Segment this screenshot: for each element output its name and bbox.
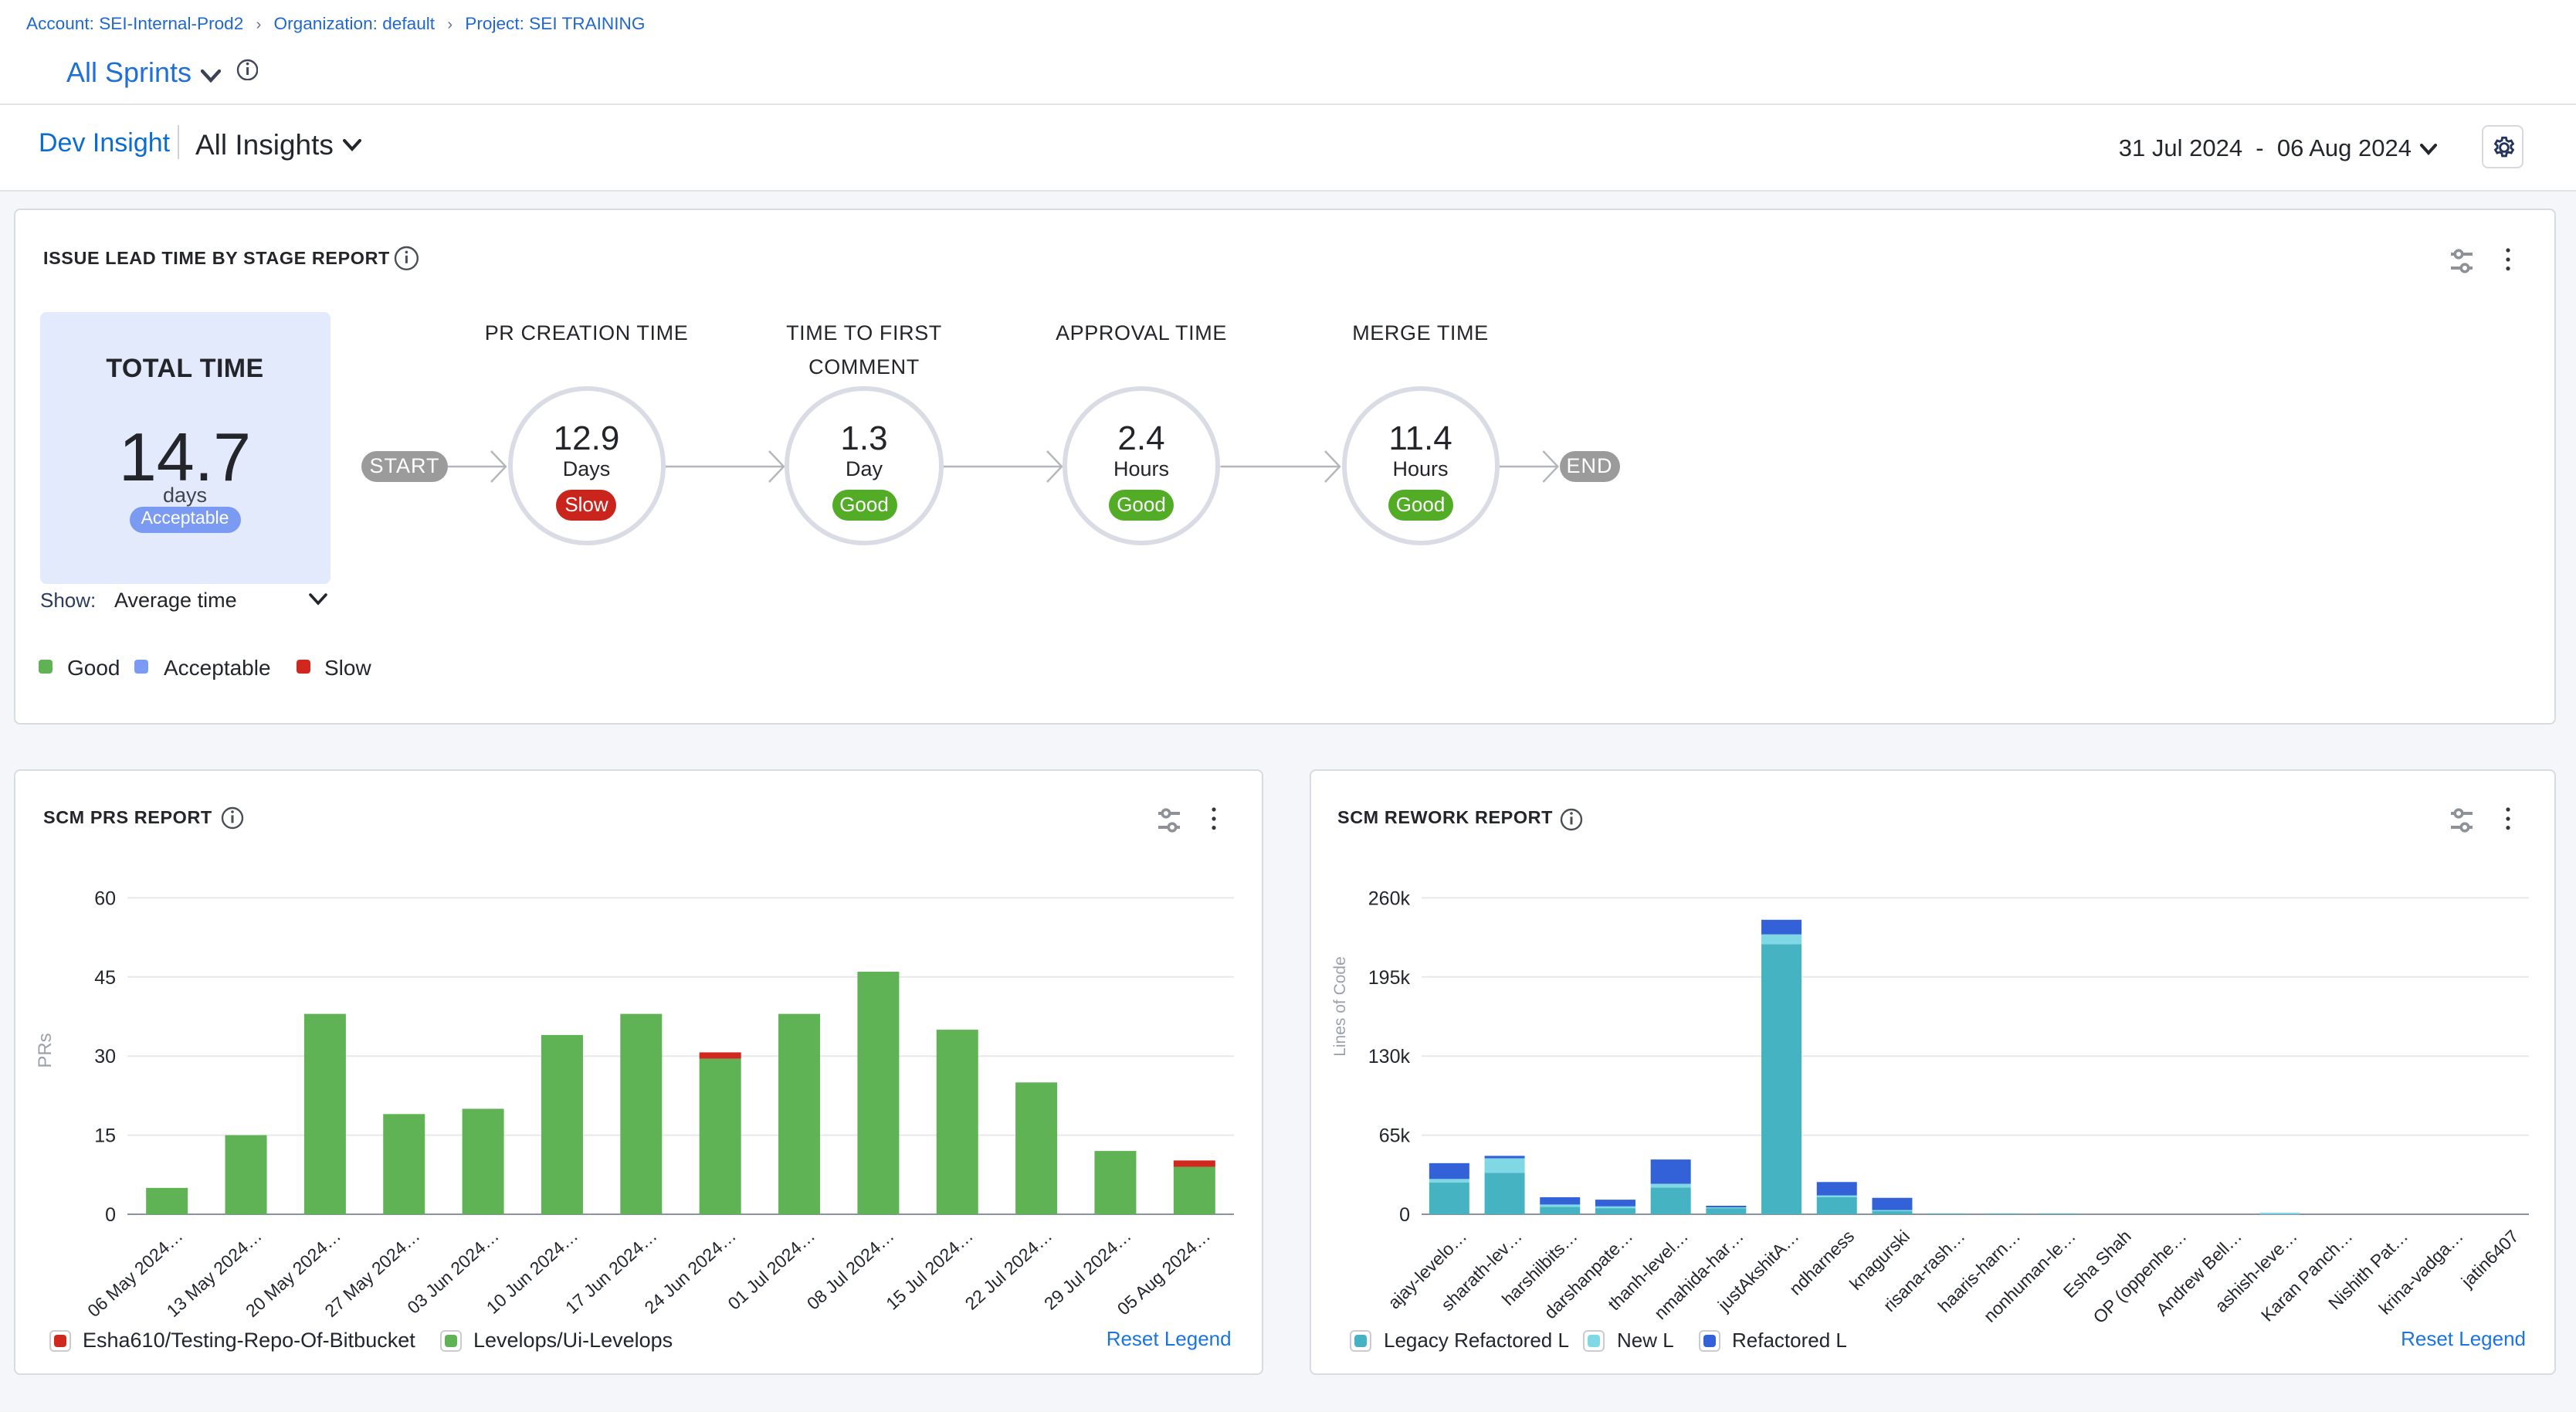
svg-text:65k: 65k	[1378, 1125, 1410, 1146]
svg-text:0: 0	[1398, 1203, 1409, 1225]
svg-text:Lines of Code: Lines of Code	[1330, 955, 1348, 1056]
svg-text:15: 15	[94, 1125, 116, 1146]
svg-text:0: 0	[105, 1203, 116, 1225]
svg-text:jatin6407: jatin6407	[2456, 1225, 2522, 1291]
svg-text:195k: 195k	[1368, 966, 1410, 988]
svg-text:60: 60	[94, 887, 116, 908]
svg-text:130k: 130k	[1368, 1045, 1410, 1067]
svg-text:PRs: PRs	[35, 1032, 56, 1067]
svg-text:260k: 260k	[1368, 887, 1410, 908]
svg-text:45: 45	[94, 966, 116, 988]
svg-text:30: 30	[94, 1045, 116, 1067]
